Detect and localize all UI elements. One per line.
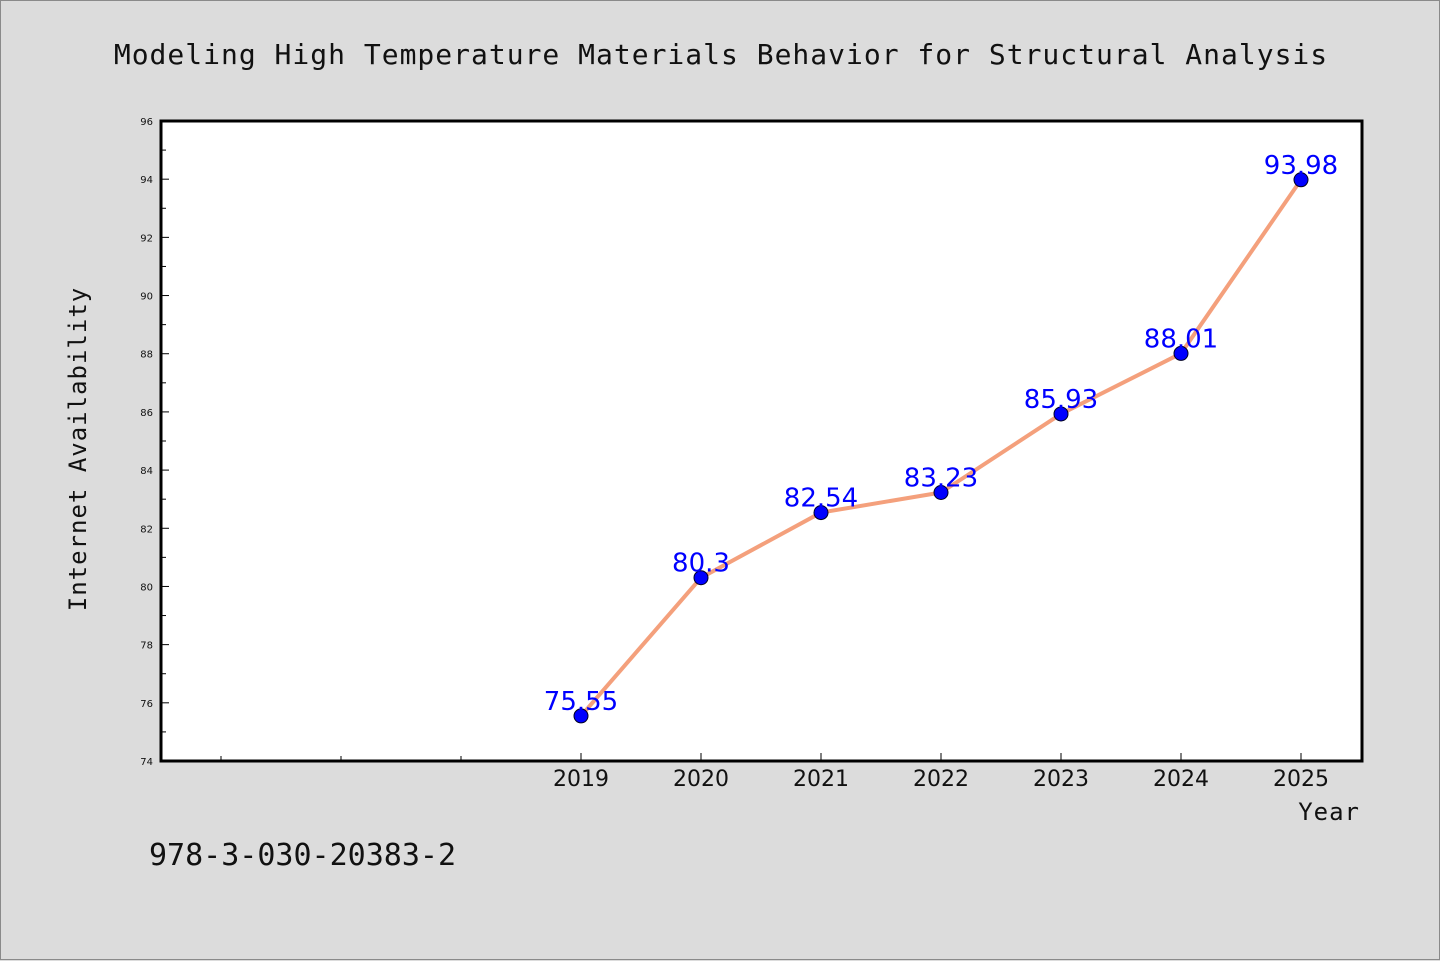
y-tick-label: 76 (140, 699, 153, 710)
data-point (1053, 406, 1069, 422)
x-tick-label: 2025 (1273, 767, 1329, 792)
data-label: 83.23 (904, 463, 978, 493)
y-tick-label: 84 (140, 466, 153, 477)
y-tick-label: 80 (140, 582, 153, 593)
data-label: 93.98 (1264, 151, 1338, 181)
x-tick-label: 2020 (673, 767, 729, 792)
data-labels: 75.55 80.3 82.54 83.23 85.93 88.01 93.98 (544, 151, 1338, 717)
y-axis: 74 76 78 80 82 84 86 88 90 92 94 96 (140, 117, 169, 768)
y-tick-label: 94 (140, 175, 153, 186)
y-tick-label: 96 (140, 117, 153, 128)
data-point (1293, 172, 1309, 188)
y-axis-label: Internet Availability (64, 287, 92, 611)
x-tick-label: 2024 (1153, 767, 1209, 792)
data-point (693, 570, 709, 586)
data-label: 82.54 (784, 484, 858, 514)
y-tick-label: 88 (140, 350, 153, 361)
x-axis-label: Year (1298, 798, 1360, 826)
x-tick-label: 2021 (793, 767, 849, 792)
x-tick-label: 2022 (913, 767, 969, 792)
x-tick-label: 2023 (1033, 767, 1089, 792)
y-tick-label: 82 (140, 524, 153, 535)
footnote-isbn: 978-3-030-20383-2 (149, 838, 456, 873)
y-tick-label: 78 (140, 641, 153, 652)
y-tick-label: 90 (140, 292, 153, 303)
x-axis: 2019 2020 2021 2022 2023 2024 2025 (220, 753, 1329, 792)
data-label: 75.55 (544, 687, 618, 717)
data-point (573, 708, 589, 724)
series-layer (573, 172, 1309, 724)
data-point (1173, 345, 1189, 361)
y-tick-label: 86 (140, 408, 153, 419)
data-label: 80.3 (672, 549, 730, 579)
data-point (813, 505, 829, 521)
data-label: 88.01 (1144, 324, 1218, 354)
y-tick-label: 92 (140, 233, 153, 244)
chart-title: Modeling High Temperature Materials Beha… (114, 38, 1328, 71)
plot-area (159, 119, 1364, 763)
y-tick-label: 74 (140, 757, 153, 768)
x-tick-label: 2019 (553, 767, 609, 792)
data-point (933, 484, 949, 500)
data-label: 85.93 (1024, 385, 1098, 415)
